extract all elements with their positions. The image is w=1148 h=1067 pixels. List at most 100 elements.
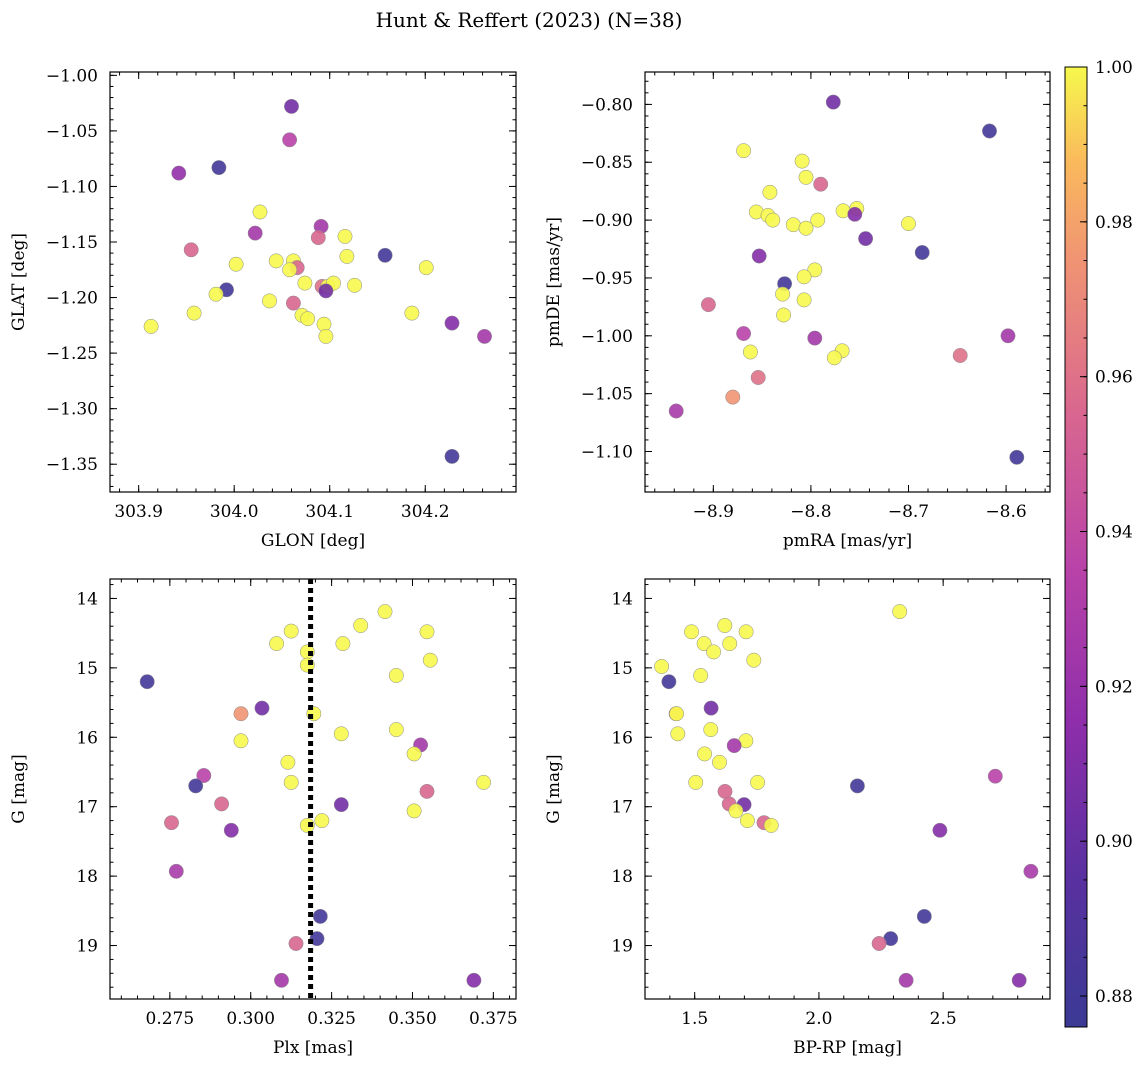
colorbar-tick-label: 0.98: [1095, 213, 1133, 233]
plx-g-ytick-label: 17: [76, 798, 98, 818]
plx-g-xtick-label: 0.325: [307, 1009, 356, 1029]
bprp-g-xlabel: BP-RP [mag]: [793, 1038, 902, 1058]
pmra-pmde-point-34: [750, 370, 766, 385]
pmra-pmde-point-6: [762, 184, 778, 200]
pmra-pmde-point-13: [810, 212, 826, 228]
glon-glat-ytick-label: −1.20: [46, 289, 98, 309]
glon-glat-point-37: [444, 448, 460, 464]
colorbar-tick-label: 0.88: [1095, 987, 1133, 1007]
glon-glat-point-26: [262, 293, 277, 309]
pmra-pmde-point-37: [1009, 449, 1025, 465]
pmra-pmde-point-21: [796, 269, 812, 285]
pmra-pmde-point-11: [847, 206, 863, 222]
pmra-pmde-point-29: [1000, 328, 1016, 344]
glon-glat-ytick-label: −1.05: [46, 122, 98, 142]
bprp-g-point-30: [763, 817, 779, 833]
panel-plx-g: 0.275 0.300 0.325 0.350 0.375 14 15 16 17 18 19 Plx…: [9, 578, 518, 1058]
plx-g-point-25: [214, 796, 230, 812]
plx-g-point-35: [288, 936, 304, 951]
plx-g-ytick-label: 19: [76, 937, 98, 957]
pmra-pmde-point-36: [668, 403, 684, 419]
plx-g-point-34: [309, 931, 325, 947]
bprp-g-point-6: [706, 644, 722, 660]
plx-g-ytick-label: 16: [76, 728, 98, 748]
bprp-g-point-5: [722, 636, 738, 652]
pmra-pmde-point-26: [776, 307, 792, 323]
glon-glat-point-5: [247, 225, 263, 241]
pmra-pmde-point-25: [700, 297, 716, 313]
plx-g-axes-frame: [109, 578, 517, 1000]
plx-g-point-33: [312, 908, 328, 924]
bprp-g-ytick-label: 16: [611, 728, 633, 748]
colorbar-tick-label: 0.90: [1095, 832, 1133, 852]
pmra-pmde-point-4: [798, 169, 814, 185]
pmra-pmde-point-32: [826, 350, 842, 366]
bprp-g-point-37: [1011, 972, 1027, 988]
plx-g-point-23: [188, 778, 204, 794]
bprp-g-point-17: [726, 738, 742, 754]
figure-title: Hunt & Reffert (2023) (N=38): [376, 8, 683, 32]
panel-glon-glat: 303.9 304.0 304.1 304.2 −1.35 −1.30 −1.25 −1.20…: [9, 66, 517, 551]
pmra-pmde-ytick-label: −0.90: [581, 211, 633, 231]
bprp-g-point-2: [684, 624, 699, 640]
plx-g-point-21: [283, 774, 299, 790]
pmra-pmde-point-14: [785, 217, 801, 233]
bprp-g-ylabel: G [mag]: [544, 754, 564, 823]
glon-glat-xtick-label: 304.2: [401, 502, 450, 522]
glon-glat-ytick-label: −1.35: [46, 455, 98, 475]
plx-g-xtick-label: 0.375: [469, 1009, 518, 1029]
pmra-pmde-ytick-label: −1.05: [581, 385, 633, 405]
plx-g-point-5: [335, 636, 351, 652]
plx-g-point-20: [196, 768, 212, 783]
glon-glat-point-11: [339, 248, 355, 264]
pmra-pmde-point-24: [796, 292, 812, 308]
bprp-g-point-28: [739, 813, 755, 829]
plx-g-point-29: [164, 815, 179, 831]
colorbar: 0.88 0.90 0.92 0.94 0.96 0.98 1.00: [1064, 58, 1133, 1028]
glon-glat-point-12: [268, 253, 284, 269]
glon-glat-point-25: [208, 286, 224, 302]
pmra-pmde-xtick-label: −8.8: [790, 502, 831, 522]
bprp-g-point-4: [696, 636, 712, 652]
glon-glat-point-4: [252, 204, 268, 220]
plx-g-point-14: [388, 722, 404, 738]
pmra-pmde-point-27: [736, 326, 752, 341]
glon-glat-point-34: [444, 315, 460, 331]
glon-glat-point-6: [183, 242, 199, 258]
plx-g-xtick-label: 0.350: [388, 1009, 437, 1029]
plx-g-point-36: [274, 972, 289, 988]
bprp-g-point-19: [712, 754, 727, 770]
bprp-g-point-23: [849, 778, 865, 794]
bprp-g-xtick-label: 2.0: [805, 1009, 832, 1029]
glon-glat-ytick-label: −1.30: [46, 400, 98, 420]
pmra-pmde-point-35: [725, 389, 741, 405]
colorbar-tick-label: 0.96: [1095, 368, 1133, 388]
bprp-g-point-27: [728, 803, 744, 819]
glon-glat-point-31: [404, 305, 420, 321]
pmra-pmde-point-17: [858, 231, 874, 247]
pmra-pmde-point-12: [765, 212, 781, 228]
glon-glat-xtick-label: 304.1: [305, 502, 354, 522]
colorbar-tick-label: 0.94: [1095, 523, 1133, 543]
panel-pmra-pmde: −8.9 −8.8 −8.7 −8.6 −1.10 −1.05 −1.00 −0.95 −0.9…: [544, 71, 1051, 551]
glon-glat-point-10: [377, 247, 393, 263]
bprp-g-point-13: [669, 706, 685, 722]
plx-g-point-24: [419, 783, 435, 799]
pmra-pmde-ytick-label: −1.10: [581, 443, 633, 463]
plx-g-point-4: [269, 636, 285, 652]
bprp-g-point-31: [932, 822, 948, 838]
plx-g-point-2: [283, 623, 299, 639]
plx-g-point-12: [233, 706, 249, 722]
glon-glat-point-22: [347, 277, 363, 293]
colorbar-tick-label: 1.00: [1095, 58, 1133, 78]
plx-g-point-26: [333, 797, 349, 813]
pmra-pmde-point-18: [914, 245, 930, 260]
glon-glat-point-23: [318, 283, 334, 299]
plx-g-ytick-label: 15: [76, 659, 98, 679]
glon-glat-xtick-label: 303.9: [114, 502, 163, 522]
bprp-g-point-32: [1023, 863, 1039, 879]
glon-glat-point-9: [337, 228, 353, 244]
plx-g-point-15: [333, 726, 349, 742]
pmra-pmde-point-1: [982, 123, 997, 139]
